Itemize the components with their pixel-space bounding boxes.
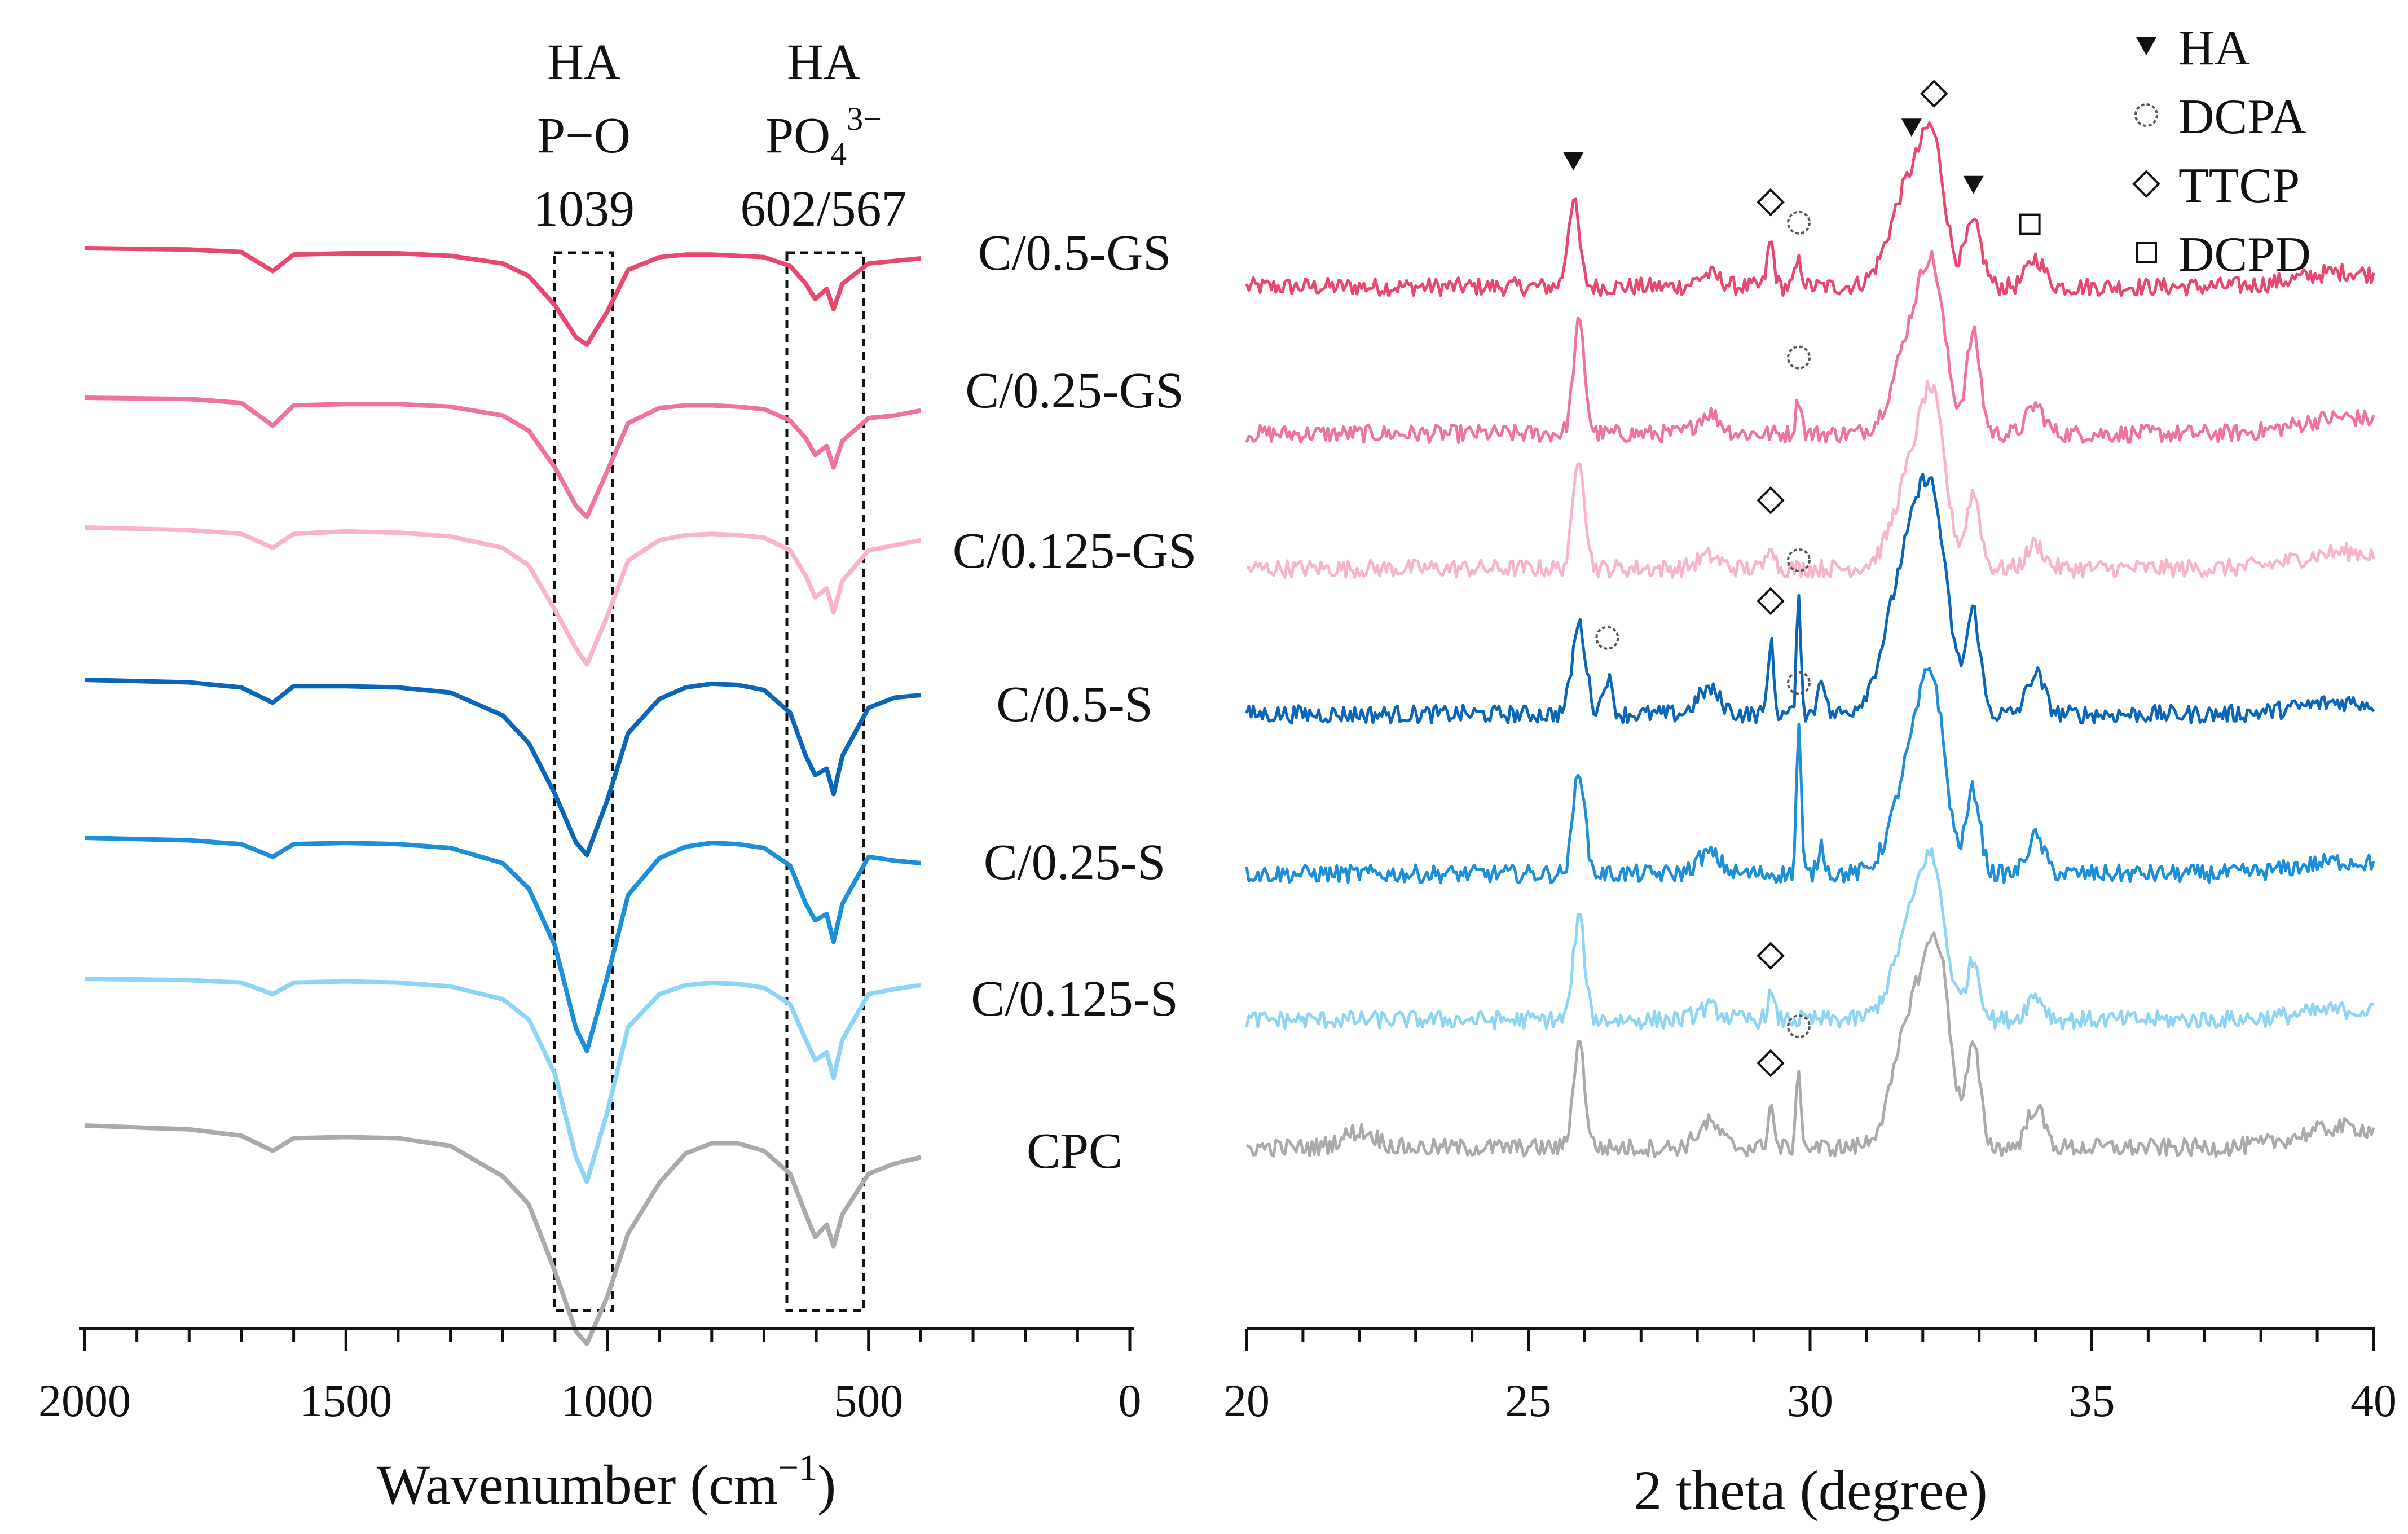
legend-label-dcpd: DCPD [2178, 227, 2311, 282]
legend-marker-dcpd [2136, 242, 2157, 263]
xrd-tick-label: 20 [1223, 1375, 1270, 1426]
xrd-marker-ttcp [1920, 80, 1948, 108]
xrd-marker-dcpa [1787, 210, 1811, 235]
ftir-panel: HA P−O 1039 HA PO43− 602/567 2000 1500 100… [38, 34, 1142, 1516]
ftir-line-c-0-5-gs [84, 246, 921, 347]
xrd-marker-dcpa [1787, 1014, 1811, 1039]
ftir-xlabel-end: ) [817, 1453, 836, 1516]
ftir-band-annotations: HA P−O 1039 HA PO43− 602/567 [533, 34, 907, 1312]
xrd-tick-label: 25 [1505, 1375, 1552, 1426]
sample-label: C/0.5-S [996, 676, 1153, 732]
ftir-line-c-0-25-gs [84, 395, 922, 520]
ftir-line-cpc [84, 1123, 922, 1346]
xrd-marker-ttcp [1757, 942, 1785, 970]
xrd-marker-dcpa [1787, 548, 1811, 572]
band-po4-line2: PO43− [765, 100, 882, 172]
xrd-line-c-0-125-s [1245, 847, 2374, 1030]
xrd-line-c-0-25-s [1245, 667, 2375, 885]
ftir-line-c-0-125-gs [84, 525, 922, 667]
xrd-line-c-0-25-gs [1245, 250, 2375, 444]
xrd-legend: HA DCPA TTCP DCPD [2132, 21, 2311, 282]
ftir-line-c-0-5-s [84, 678, 921, 858]
ftir-tick-label: 1500 [300, 1375, 392, 1426]
xrd-line-c-0-5-gs [1245, 121, 2375, 297]
band-po-line1: HA [547, 34, 620, 90]
xrd-marker-ttcp [1757, 587, 1785, 616]
ftir-series-group [84, 246, 922, 1346]
xrd-marker-ha [1901, 118, 1922, 137]
band-po4-line1: HA [787, 34, 860, 90]
sample-label: CPC [1027, 1123, 1122, 1179]
legend-marker-dcpa [2134, 103, 2158, 127]
xrd-marker-dcpa [1787, 345, 1811, 370]
xrd-panel: 20 25 30 35 40 2 theta (degree) HA DCPA TTCP DC… [1223, 21, 2397, 1522]
ftir-xlabel-base: Wavenumber (cm [377, 1453, 778, 1516]
xrd-line-c-0-5-s [1245, 473, 2375, 725]
band-po-line3: 1039 [533, 181, 635, 237]
xrd-tick-label: 40 [2350, 1375, 2397, 1426]
sample-labels: C/0.5-GS C/0.25-GS C/0.125-GS C/0.5-S C/0.25… [953, 225, 1197, 1179]
xrd-line-cpc [1246, 931, 2375, 1158]
xrd-series-group [1245, 121, 2375, 1158]
ftir-tick-label: 500 [834, 1375, 903, 1426]
xrd-marker-dcpa [1595, 626, 1619, 650]
sample-label: C/0.5-GS [978, 225, 1172, 281]
xrd-line-c-0-125-gs [1246, 379, 2375, 579]
legend-label-ttcp: TTCP [2178, 159, 2300, 213]
sample-label: C/0.25-GS [965, 363, 1184, 419]
xrd-marker-ha [1963, 175, 1984, 194]
xrd-x-axis: 20 25 30 35 40 [1223, 1327, 2397, 1426]
sample-label: C/0.125-S [971, 971, 1178, 1027]
band-po4-line3: 602/567 [740, 181, 906, 237]
xrd-marker-ttcp [1757, 486, 1785, 515]
band-po4-sup: 3− [847, 100, 882, 137]
sample-label: C/0.25-S [984, 834, 1166, 890]
legend-marker-ttcp [2132, 170, 2160, 198]
xrd-marker-ttcp [1757, 1049, 1785, 1078]
ftir-tick-label: 1000 [561, 1375, 654, 1426]
xrd-marker-dcpa [1787, 671, 1811, 695]
xrd-marker-ha [1563, 152, 1584, 170]
ftir-line-c-0-125-s [84, 977, 921, 1184]
legend-label-ha: HA [2178, 21, 2250, 76]
xrd-marker-dcpd [2019, 213, 2041, 235]
band-box-po4 [785, 251, 865, 1312]
legend-marker-ha [2136, 37, 2156, 55]
legend-label-dcpa: DCPA [2178, 90, 2306, 144]
ftir-x-axis: 2000 1500 1000 500 0 [38, 1327, 1142, 1426]
sample-label: C/0.125-GS [953, 523, 1197, 579]
band-po4-sub: 4 [830, 135, 847, 172]
band-po4-base: PO [765, 108, 830, 164]
xrd-x-axis-title: 2 theta (degree) [1634, 1459, 1987, 1522]
ftir-xlabel-sup: −1 [778, 1447, 817, 1488]
ftir-line-c-0-25-s [84, 836, 921, 1053]
ftir-x-axis-title: Wavenumber (cm−1) [377, 1447, 837, 1516]
xrd-tick-label: 30 [1787, 1375, 1833, 1426]
band-box-po [553, 251, 614, 1312]
xrd-tick-label: 35 [2069, 1375, 2115, 1426]
xrd-marker-ttcp [1757, 188, 1785, 217]
xrd-phase-markers [1563, 80, 2041, 1078]
ftir-tick-label: 2000 [38, 1375, 131, 1426]
band-po-line2: P−O [537, 108, 631, 164]
ftir-tick-label: 0 [1119, 1375, 1142, 1426]
